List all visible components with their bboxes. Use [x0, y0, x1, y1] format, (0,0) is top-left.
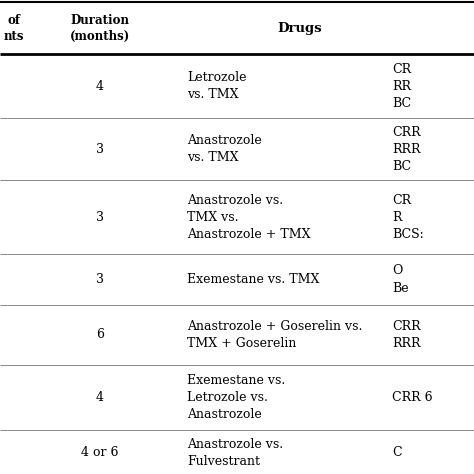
Text: CRR
RRR
BC: CRR RRR BC: [392, 126, 420, 173]
Text: CR
RR
BC: CR RR BC: [392, 63, 411, 109]
Text: Duration
(months): Duration (months): [70, 13, 130, 43]
Text: 6: 6: [96, 328, 104, 341]
Text: O
Be: O Be: [392, 264, 409, 294]
Text: Exemestane vs.
Letrozole vs.
Anastrozole: Exemestane vs. Letrozole vs. Anastrozole: [187, 374, 285, 421]
Text: 4 or 6: 4 or 6: [81, 447, 119, 459]
Text: Drugs: Drugs: [278, 21, 322, 35]
Text: CRR 6: CRR 6: [392, 391, 433, 404]
Text: 3: 3: [96, 143, 104, 155]
Text: 4: 4: [96, 80, 104, 92]
Text: Exemestane vs. TMX: Exemestane vs. TMX: [187, 273, 319, 286]
Text: 3: 3: [96, 273, 104, 286]
Text: Letrozole
vs. TMX: Letrozole vs. TMX: [187, 71, 246, 101]
Text: 3: 3: [96, 210, 104, 224]
Text: CRR
RRR: CRR RRR: [392, 320, 420, 350]
Text: Anastrozole vs.
TMX vs.
Anastrozole + TMX: Anastrozole vs. TMX vs. Anastrozole + TM…: [187, 193, 310, 240]
Text: C: C: [392, 447, 401, 459]
Text: CR
R
BCS:: CR R BCS:: [392, 193, 424, 240]
Text: Anastrozole vs.
Fulvestrant: Anastrozole vs. Fulvestrant: [187, 438, 283, 468]
Text: 4: 4: [96, 391, 104, 404]
Text: Anastrozole + Goserelin vs.
TMX + Goserelin: Anastrozole + Goserelin vs. TMX + Gosere…: [187, 320, 363, 350]
Text: Anastrozole
vs. TMX: Anastrozole vs. TMX: [187, 134, 262, 164]
Text: of
nts: of nts: [4, 13, 24, 43]
